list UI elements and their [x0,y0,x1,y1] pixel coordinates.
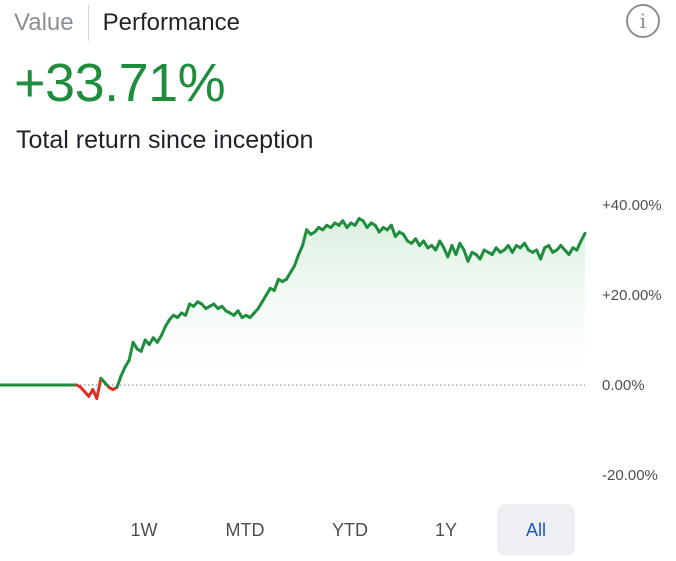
y-tick-label: +40.00% [602,197,662,214]
range-1w[interactable]: 1W [130,519,158,540]
total-return-value: +33.71% [14,53,226,113]
performance-area-fill [0,218,585,385]
performance-line-segment [301,228,309,247]
tab-divider [87,5,89,41]
tab-performance[interactable]: Performance [102,9,240,36]
y-tick-label: -20.00% [602,467,658,484]
performance-line-segment [115,374,123,389]
performance-line-segment [466,250,474,263]
range-ytd[interactable]: YTD [332,519,368,540]
performance-line-segment [454,241,462,256]
performance-chart: +40.00% +20.00% 0.00% -20.00% [0,197,662,484]
performance-line-segment [95,376,103,400]
range-selector: 1W MTD YTD 1Y All [0,504,676,556]
performance-line-segment [297,244,305,256]
tab-value[interactable]: Value [14,9,74,36]
performance-line-segment [184,302,192,317]
y-tick-label: 0.00% [602,377,645,394]
performance-line-segment [119,365,127,378]
total-return-caption: Total return since inception [16,126,314,154]
view-tabs: Value Performance [14,4,254,42]
performance-line-segment [293,253,301,268]
y-tick-label: +20.00% [602,287,662,304]
performance-line-segment [579,231,587,243]
performance-line-segment [575,239,583,252]
performance-line-segment [478,248,486,261]
performance-line-segment [272,277,280,292]
performance-line-segment [127,340,135,362]
range-mtd[interactable]: MTD [225,519,265,540]
performance-line-segment [389,223,397,238]
performance-line-segment [139,338,147,353]
info-icon[interactable]: i [626,4,660,38]
performance-line-segment [539,246,547,261]
performance-line-segment [159,325,167,337]
range-1y[interactable]: 1Y [434,519,458,540]
range-all[interactable]: All [497,504,575,556]
